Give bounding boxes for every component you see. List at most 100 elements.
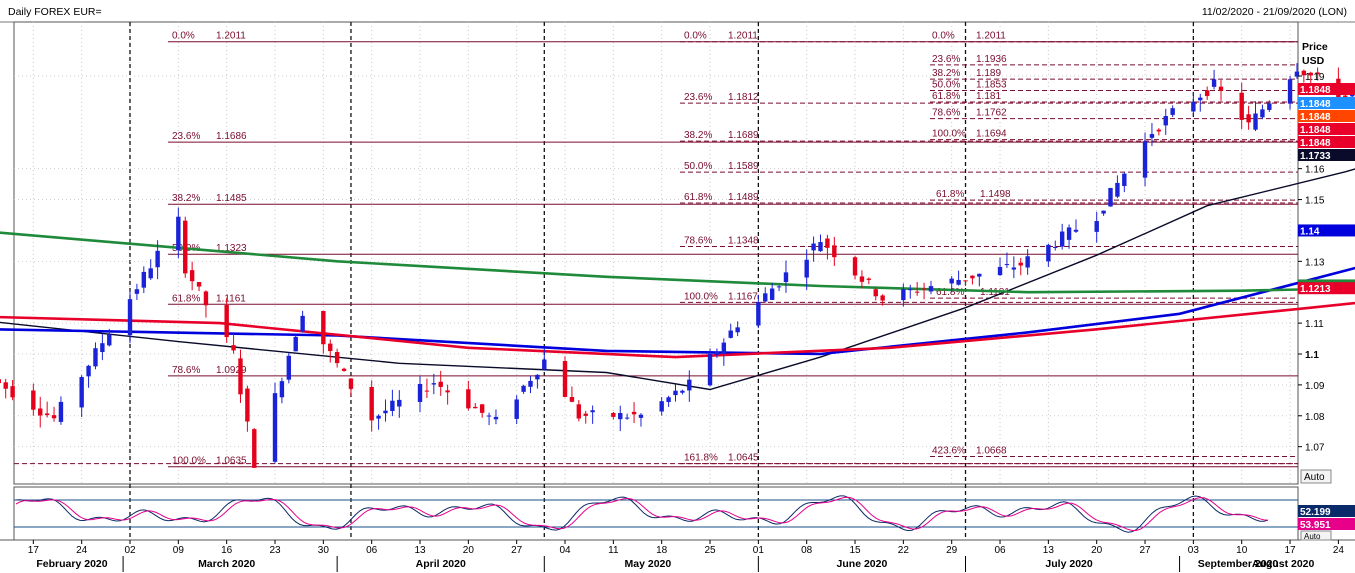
x-month-label: March 2020 [198, 558, 255, 570]
x-tick-label: 11 [608, 545, 619, 556]
fib-level-label: 161.8% [684, 453, 718, 464]
y-tick-label: 1.19 [1305, 72, 1325, 83]
candle-body [100, 343, 105, 353]
price-tag [1298, 149, 1355, 161]
fib-level-label: 0.0% [932, 31, 955, 42]
candle-body [1260, 109, 1265, 118]
fib-price-label: 1.2011 [216, 31, 246, 42]
x-tick-label: 22 [898, 545, 910, 556]
candle-body [1287, 79, 1293, 104]
fib-price-label: 1.2011 [976, 31, 1006, 42]
x-tick-label: 25 [704, 545, 716, 556]
candle-body [1073, 229, 1079, 232]
fibonacci-layer: 0.0% 1.2011 23.6% 1.1686 38.2% 1.1485 50.0% 1.1… [14, 31, 1298, 468]
x-tick-label: 01 [753, 545, 765, 556]
y-tick-label: 1.09 [1305, 381, 1325, 392]
fib-level-label: 50.0% [684, 161, 712, 172]
fib-level-label: 100.0% [172, 456, 206, 467]
candle-body [383, 410, 388, 414]
candle-body [79, 377, 84, 408]
candle-body [479, 404, 485, 413]
candle-body [852, 257, 858, 276]
x-month-label: April 2020 [416, 558, 466, 570]
moving-average-line [0, 301, 1355, 359]
candle-body [1301, 70, 1307, 76]
candle-body [1191, 101, 1196, 112]
date-range: 11/02/2020 - 21/09/2020 (LON) [1202, 6, 1347, 18]
fib-price-label: 1.1686 [216, 131, 247, 142]
x-tick-label: 18 [656, 545, 668, 556]
auto-scale-label: Auto [1304, 472, 1325, 483]
price-tag [1298, 110, 1355, 122]
fib-level-label: 61.8% [684, 192, 712, 203]
candle-body [473, 406, 478, 409]
fib-level-label: 38.2% [172, 193, 200, 204]
fib-level-label: 100.0% [932, 129, 966, 140]
candle-body [728, 330, 733, 338]
price-tag [1298, 83, 1355, 95]
candle-body [583, 413, 588, 416]
oscillator-auto-button[interactable]: Auto [1300, 530, 1332, 541]
candle-body [321, 310, 326, 345]
candle-body [1343, 95, 1348, 98]
candle-body [542, 359, 547, 370]
price-tag [1298, 136, 1355, 148]
candle-body [776, 286, 782, 288]
fib-level-label: 38.2% [932, 68, 960, 79]
fib-price-label: 1.1348 [728, 236, 759, 247]
x-tick-label: 03 [1188, 545, 1200, 556]
y-tick-label: 1.16 [1305, 165, 1325, 176]
moving-average-layer [0, 168, 1355, 391]
candle-body [1142, 141, 1148, 178]
candle-body [155, 250, 160, 268]
candle-body [1101, 210, 1106, 214]
fib-price-label: 1.1589 [728, 161, 759, 172]
candle-body [196, 282, 202, 287]
price-tag-label: 1.1848 [1300, 138, 1331, 149]
fib-level-label: 61.8% [936, 287, 964, 298]
x-tick-label: 08 [801, 545, 813, 556]
fib-level-label: 0.0% [684, 31, 707, 42]
candle-body [901, 289, 906, 301]
candle-body [970, 275, 975, 279]
price-tag-label: 1.14 [1300, 226, 1320, 237]
price-tag [1298, 123, 1355, 135]
fib-level-label: 61.8% [932, 91, 960, 102]
candle-body [1156, 129, 1162, 132]
fib-price-label: 1.1167 [728, 291, 758, 302]
candle-body [1018, 262, 1023, 266]
candle-body [390, 400, 395, 412]
candle-body [631, 411, 637, 415]
candle-body [272, 393, 278, 462]
candle-body [714, 351, 720, 355]
fib-level-label: 423.6% [932, 446, 966, 457]
oscillator-tag [1298, 505, 1355, 517]
fib-level-label: 78.6% [684, 236, 712, 247]
candle-body [1059, 231, 1065, 247]
candle-body [3, 382, 8, 389]
candle-body [279, 381, 285, 398]
price-axis: 1.19 1.16 1.15 1.13 1.11 1.1 1.09 1.08 1.07 [1298, 72, 1325, 454]
candle-body [514, 399, 519, 419]
x-tick-label: 13 [1043, 545, 1055, 556]
x-tick-label: 04 [559, 545, 571, 556]
candle-body [956, 279, 961, 285]
candle-body [1204, 90, 1210, 97]
candle-body [300, 315, 305, 332]
candle-body [763, 293, 768, 302]
fib-level-label: 61.8% [172, 293, 200, 304]
x-tick-label: 24 [1333, 545, 1345, 556]
candle-body [811, 243, 816, 251]
candle-body [1163, 116, 1168, 126]
candle-body [873, 289, 878, 297]
candle-body [369, 386, 374, 421]
candle-body [127, 299, 133, 336]
auto-scale-button[interactable]: Auto [1300, 469, 1332, 484]
candle-body [921, 288, 927, 290]
candle-body [348, 378, 354, 389]
candle-body [445, 390, 450, 393]
candle-body [1198, 97, 1203, 101]
moving-average-line [0, 231, 1355, 294]
